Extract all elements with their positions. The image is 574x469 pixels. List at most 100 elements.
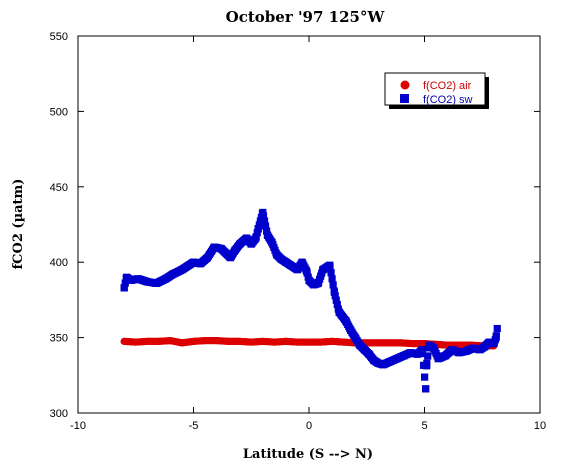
- data-point: [263, 231, 272, 239]
- data-point: [256, 217, 264, 225]
- data-point: [162, 275, 170, 283]
- data-point: [120, 284, 128, 292]
- data-point: [224, 337, 232, 345]
- data-point: [196, 260, 205, 268]
- data-point: [253, 229, 261, 237]
- data-point: [335, 308, 343, 316]
- legend-marker-air: [400, 80, 410, 90]
- data-point: [374, 359, 382, 367]
- data-point: [298, 258, 306, 266]
- data-point: [286, 261, 295, 269]
- data-point: [448, 346, 456, 354]
- data-point: [342, 317, 350, 325]
- y-tick-label: 500: [50, 106, 68, 118]
- data-point: [407, 349, 415, 357]
- data-point: [132, 338, 140, 346]
- data-point: [259, 208, 267, 217]
- x-tick-label: -10: [70, 420, 86, 432]
- data-point: [143, 278, 151, 286]
- data-point: [409, 340, 417, 348]
- chart-title: October '97 125°W: [226, 8, 386, 26]
- data-point: [247, 338, 255, 346]
- data-point: [430, 344, 438, 352]
- data-point: [365, 350, 373, 358]
- data-point: [480, 343, 489, 351]
- data-point: [422, 385, 430, 393]
- data-point: [305, 276, 313, 284]
- data-point: [217, 245, 225, 253]
- data-point: [189, 258, 198, 266]
- data-point: [393, 355, 401, 363]
- x-tick-label: 0: [306, 420, 312, 432]
- data-point: [327, 269, 335, 277]
- data-point: [210, 243, 218, 251]
- data-point: [332, 296, 340, 304]
- data-point: [273, 251, 281, 259]
- data-point: [155, 337, 163, 345]
- data-point: [166, 337, 174, 345]
- data-point: [434, 355, 442, 363]
- data-point: [260, 217, 269, 225]
- data-point: [231, 246, 239, 254]
- data-point: [333, 301, 341, 309]
- legend-label-air: f(CO2) air: [423, 80, 472, 92]
- data-point: [423, 359, 431, 367]
- data-point: [236, 240, 244, 248]
- data-point: [310, 281, 318, 289]
- data-point: [268, 239, 276, 247]
- data-point: [356, 341, 364, 349]
- data-point: [255, 221, 263, 229]
- data-point: [226, 254, 235, 262]
- data-point: [476, 346, 484, 354]
- data-point: [277, 255, 285, 263]
- data-point: [328, 337, 336, 345]
- data-point: [425, 341, 433, 349]
- data-point: [282, 337, 290, 345]
- data-point: [485, 338, 493, 346]
- data-point: [178, 339, 186, 347]
- data-point: [282, 258, 290, 266]
- data-point: [213, 337, 221, 345]
- data-point: [400, 352, 408, 360]
- legend-label-sw: f(CO2) sw: [423, 94, 473, 106]
- data-point: [254, 225, 262, 233]
- data-point: [418, 346, 426, 354]
- data-point: [203, 254, 211, 262]
- data-point: [319, 266, 327, 274]
- data-point: [201, 337, 209, 345]
- data-point: [178, 266, 186, 274]
- data-point: [314, 279, 322, 287]
- y-tick-label: 550: [50, 31, 68, 43]
- y-axis-ticks: 300 350 400 450 500 550: [50, 31, 540, 420]
- data-point: [261, 222, 270, 230]
- data-point: [127, 276, 135, 284]
- data-point: [143, 337, 151, 345]
- x-axis-title: Latitude (S --> N): [243, 447, 373, 462]
- y-tick-label: 300: [50, 408, 68, 420]
- data-point: [270, 338, 278, 346]
- data-point: [386, 339, 394, 347]
- data-point: [386, 358, 394, 366]
- data-point: [236, 337, 244, 345]
- data-point: [252, 234, 260, 242]
- legend-marker-sw: [400, 94, 409, 103]
- data-point: [370, 356, 378, 364]
- x-tick-label: 5: [421, 420, 427, 432]
- data-point: [346, 326, 355, 334]
- data-point: [189, 337, 198, 345]
- data-point: [469, 344, 477, 352]
- y-tick-label: 450: [50, 182, 68, 194]
- data-point: [316, 338, 325, 346]
- data-point: [374, 339, 382, 347]
- data-point: [303, 267, 311, 275]
- data-point: [455, 341, 463, 349]
- data-point: [263, 227, 271, 235]
- y-tick-label: 350: [50, 333, 68, 345]
- data-point: [492, 334, 500, 342]
- series-f-co2-sw: [120, 208, 501, 393]
- data-point: [293, 266, 302, 274]
- x-tick-label: 10: [534, 420, 546, 432]
- data-point: [169, 270, 177, 278]
- data-point: [243, 234, 251, 242]
